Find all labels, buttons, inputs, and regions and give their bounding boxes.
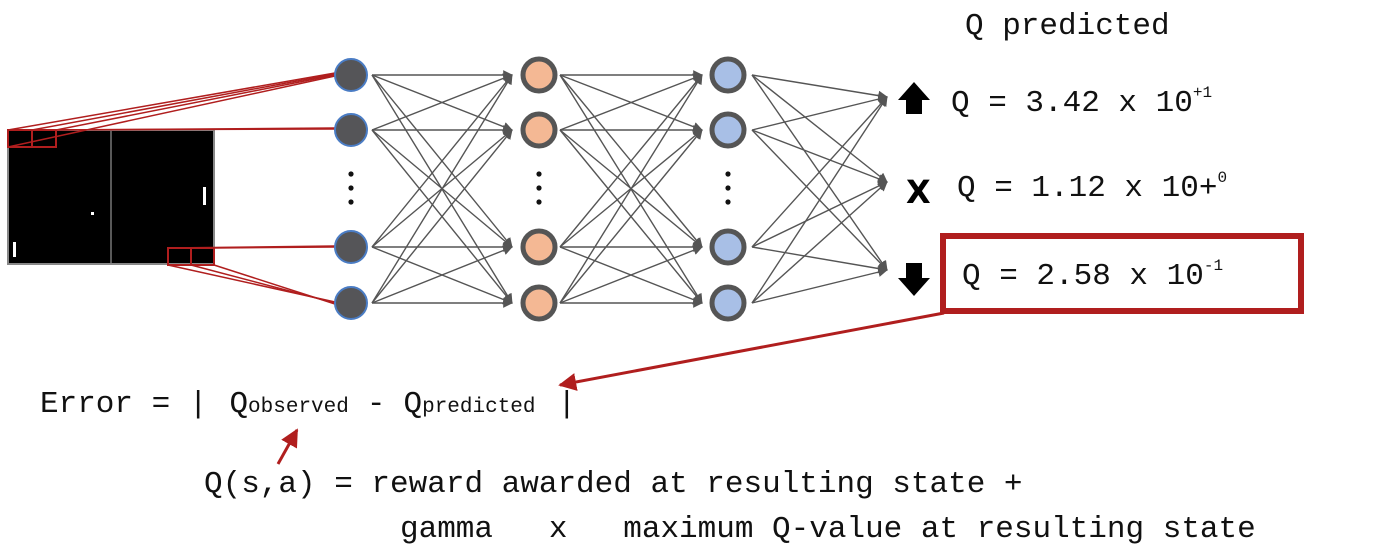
ellipsis-dots [348,171,731,205]
hidden-node [709,111,747,149]
hidden-node [520,56,558,94]
input-layer [334,58,368,320]
selected-q-highlight [940,233,1304,314]
q-value-up: Q = 3.42 x 10+1 [951,84,1212,121]
highlight-to-error-arrow [558,311,945,391]
hidden-layer-2 [709,56,747,322]
network-edge [559,74,703,248]
network-edge [751,96,888,304]
network-edge [559,129,703,304]
svg-text:X: X [906,173,931,211]
hidden-node [709,56,747,94]
hidden-node [520,111,558,149]
network-edge [559,74,703,304]
cross-icon: X [906,173,931,211]
hidden-layer-1 [520,56,558,322]
input-node [334,230,368,264]
network-edges [371,70,888,308]
hidden-node [520,284,558,322]
q-value-down: Q = 2.58 x 10-1 [962,257,1223,294]
network-edge [751,246,888,274]
network-edge [559,245,703,304]
network-edge [751,74,888,101]
down-arrow-icon [898,263,930,296]
network-edge [371,74,513,248]
network-edge [371,245,513,304]
hidden-node [520,228,558,266]
formula-to-observed-arrow [276,428,299,465]
hidden-node [709,228,747,266]
network-edge [751,267,888,304]
bellman-formula-line-2: gamma x maximum Q-value at resulting sta… [400,512,1256,546]
q-value-stay: Q = 1.12 x 10+0 [957,169,1227,206]
network-edge [751,181,888,304]
q-predicted-header: Q predicted [965,9,1170,44]
ball [91,212,94,215]
left-paddle [13,242,16,257]
game-screen [7,129,215,266]
network-edge [751,129,888,184]
network-edge [371,129,513,304]
network-edge [751,94,888,131]
right-paddle [203,187,206,205]
up-arrow-icon [898,82,930,114]
input-node [334,113,368,147]
receptive-field-lines [7,72,336,305]
bellman-formula-line-1: Q(s,a) = reward awarded at resulting sta… [204,467,1023,502]
network-edge [751,96,888,248]
error-equation: Error = | Qobserved - Qpredicted | [40,387,576,422]
network-edge [751,181,888,248]
input-node [334,58,368,92]
network-edge [371,74,513,304]
input-node [334,286,368,320]
hidden-node [709,284,747,322]
network-edge [371,73,513,131]
network-edge [559,73,703,131]
network-edge [751,74,888,183]
